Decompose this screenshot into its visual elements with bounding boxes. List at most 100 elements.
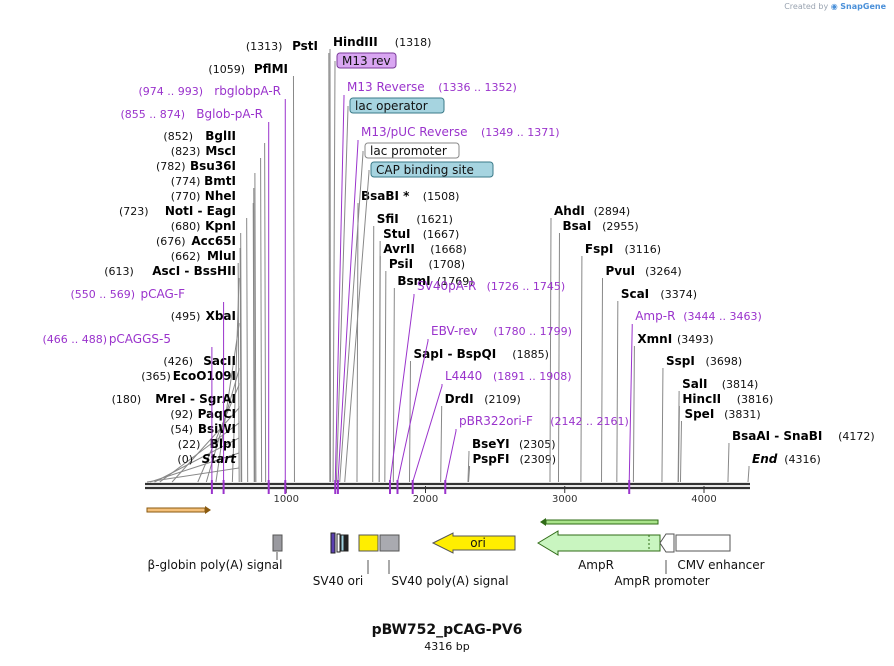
enzyme-hincii-connector	[677, 406, 680, 483]
enzyme-sapi-bspqi-connector	[408, 361, 411, 483]
scale-tick-label: 4000	[691, 494, 716, 505]
enzyme-bsiwi-name: BsiWI	[198, 422, 236, 436]
enzyme-acc65i-connector	[239, 248, 242, 483]
enzyme-bsu36i-label: Bsu36I (782)	[156, 159, 236, 173]
primer-pcaggs-5-range: (466 .. 488)	[42, 333, 107, 346]
enzyme-fspi-connector	[580, 256, 583, 483]
primer-bglob-pa-r-range: (855 .. 874)	[120, 108, 185, 121]
enzyme-sspi-name: SspI	[666, 354, 695, 368]
sv40-ori-box-1	[330, 532, 336, 554]
enzyme-xmni-position: (3493)	[677, 333, 714, 346]
enzyme-psti-connector	[328, 53, 331, 483]
enzyme-pspfi-position: (2309)	[520, 453, 557, 466]
enzyme-spei-name: SpeI	[684, 407, 714, 421]
enzyme-nhei-position: (770)	[171, 190, 201, 203]
primer-pcag-f-range: (550 .. 569)	[70, 288, 135, 301]
primer-m13-puc-reverse-label: M13/pUC Reverse (1349 .. 1371)	[361, 125, 560, 139]
enzyme-avrii-name: AvrII	[383, 242, 415, 256]
enzyme-spei-connector	[679, 421, 682, 483]
enzyme-sapi-bspqi-position: (1885)	[512, 348, 549, 361]
primer-m13-reverse-range: (1336 .. 1352)	[438, 81, 517, 94]
enzyme-kpni-name: KpnI	[205, 219, 236, 233]
enzyme-end-name: End	[752, 452, 778, 466]
primer-amp-r-connector	[628, 324, 633, 483]
primer-pcag-f-name: pCAG-F	[140, 287, 185, 301]
enzyme-bsu36i-connector	[254, 173, 257, 483]
enzyme-drdi-name: DrdI	[445, 392, 474, 406]
enzyme-ecoo109i-label: EcoO109I(365)	[141, 369, 236, 383]
enzyme-acc65i-label: Acc65I (676)	[156, 234, 236, 248]
enzyme-xmni-label: XmnI (3493)	[637, 332, 713, 346]
enzyme-pvui-label: PvuI (3264)	[606, 264, 682, 278]
enzyme-bmti-connector	[253, 188, 256, 483]
enzyme-bsiwi-connector	[154, 436, 240, 483]
enzyme-sspi-connector	[661, 368, 664, 483]
feature-globin-poly-a-signal-label: β-globin poly(A) signal	[148, 558, 283, 572]
enzyme-drdi-connector	[440, 406, 443, 483]
enzyme-paqci-position: (92)	[170, 408, 193, 421]
enzyme-pflmi-label: PflMI (1059)	[208, 62, 288, 76]
enzyme-acc65i-name: Acc65I	[191, 234, 236, 248]
primer-sv40pa-r-name: SV40pA-R	[417, 279, 476, 293]
enzyme-drdi-position: (2109)	[484, 393, 521, 406]
feature-box-cap-binding-site-label: CAP binding site	[376, 163, 474, 177]
enzyme-msci-connector	[260, 158, 263, 483]
enzyme-bmti-label: BmtI(774)	[171, 174, 236, 188]
primer-amp-r-name: Amp-R	[635, 309, 675, 323]
primer-sv40pa-r-connector	[389, 294, 415, 483]
enzyme-acc65i-position: (676)	[156, 235, 186, 248]
primer-ebv-rev-name: EBV-rev	[431, 324, 477, 338]
sv40-ori-box-4	[344, 534, 349, 552]
primer-bglob-pa-r-label: Bglob-pA-R (855 .. 874)	[120, 107, 263, 121]
feature-box-lac-promoter-connector	[339, 151, 364, 483]
enzyme-stui-name: StuI	[383, 227, 410, 241]
enzyme-avrii-label: AvrII (1668)	[383, 242, 467, 256]
enzyme-ahdi-name: AhdI	[554, 204, 585, 218]
feature-box-m13-rev	[336, 52, 397, 69]
enzyme-bsabi-connector	[356, 203, 359, 483]
enzyme-nhei-label: NheI (770)	[171, 189, 236, 203]
enzyme-pflmi-position: (1059)	[208, 63, 245, 76]
orange-arrow-head	[205, 506, 211, 514]
watermark: Created by ◉ SnapGene	[784, 2, 886, 11]
enzyme-start-label: Start (0)	[177, 452, 237, 466]
enzyme-hincii-position: (3816)	[737, 393, 774, 406]
enzyme-pflmi-name: PflMI	[254, 62, 288, 76]
enzyme-stui-label: StuI (1667)	[383, 227, 459, 241]
enzyme-blpi-name: BlpI	[210, 437, 236, 451]
enzyme-noti-eagi-name: NotI - EagI	[165, 204, 236, 218]
enzyme-hindiii-name: HindIII	[333, 35, 378, 49]
feature-box-m13-rev-connector	[332, 61, 336, 483]
enzyme-hindiii-label: HindIII (1318)	[333, 35, 431, 49]
primer-m13-puc-reverse-name: M13/pUC Reverse	[361, 125, 468, 139]
enzyme-mlui-position: (662)	[171, 250, 201, 263]
primer-sv40pa-r-label: SV40pA-R (1726 .. 1745)	[417, 279, 565, 293]
enzyme-xbai-label: XbaI (495)	[171, 309, 236, 323]
enzyme-sfii-connector	[372, 226, 375, 483]
enzyme-bseyi-name: BseYI	[472, 437, 510, 451]
primer-pcaggs-5-name: pCAGGS-5	[109, 332, 171, 346]
green-arrow-body	[545, 519, 659, 525]
primer-m13-reverse-connector	[334, 95, 345, 483]
feature-box-lac-promoter-label: lac promoter	[370, 144, 447, 158]
enzyme-noti-eagi-position: (723)	[119, 205, 149, 218]
feature-box-lac-operator-connector	[335, 106, 349, 483]
enzyme-sfii-position: (1621)	[416, 213, 453, 226]
enzyme-sacii-position: (426)	[163, 355, 193, 368]
beta-globin-polya-box	[272, 534, 283, 552]
enzyme-stui-position: (1667)	[423, 228, 460, 241]
enzyme-end-label: End (4316)	[752, 452, 821, 466]
enzyme-bmti-name: BmtI	[204, 174, 236, 188]
enzyme-psii-connector	[384, 271, 387, 483]
feature-box-m13-rev-label: M13 rev	[342, 54, 391, 68]
enzyme-avrii-connector	[378, 256, 381, 483]
enzyme-noti-eagi-connector	[246, 218, 249, 483]
primer-rbglobpa-r-label: rbglobpA-R (974 .. 993)	[138, 84, 281, 98]
enzyme-bseyi-label: BseYI (2305)	[472, 437, 556, 451]
primer-bglob-pa-r-name: Bglob-pA-R	[196, 107, 263, 121]
enzyme-sacii-connector	[205, 368, 240, 483]
enzyme-bsaai-snabi-name: BsaAI - SnaBI	[732, 429, 822, 443]
primer-pbr322ori-f-range: (2142 .. 2161)	[550, 415, 629, 428]
enzyme-psti-name: PstI	[292, 39, 318, 53]
enzyme-start-connector	[146, 466, 240, 483]
